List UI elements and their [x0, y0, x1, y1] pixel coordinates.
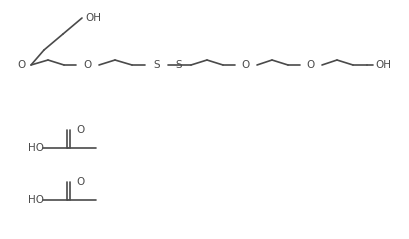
Text: S: S: [175, 60, 182, 70]
Text: OH: OH: [85, 13, 101, 23]
Text: O: O: [84, 60, 92, 70]
Text: O: O: [76, 125, 84, 135]
Text: O: O: [18, 60, 26, 70]
Text: O: O: [76, 177, 84, 187]
Text: OH: OH: [374, 60, 390, 70]
Text: O: O: [306, 60, 315, 70]
Text: S: S: [153, 60, 160, 70]
Text: HO: HO: [28, 143, 44, 153]
Text: O: O: [241, 60, 249, 70]
Text: HO: HO: [28, 195, 44, 205]
